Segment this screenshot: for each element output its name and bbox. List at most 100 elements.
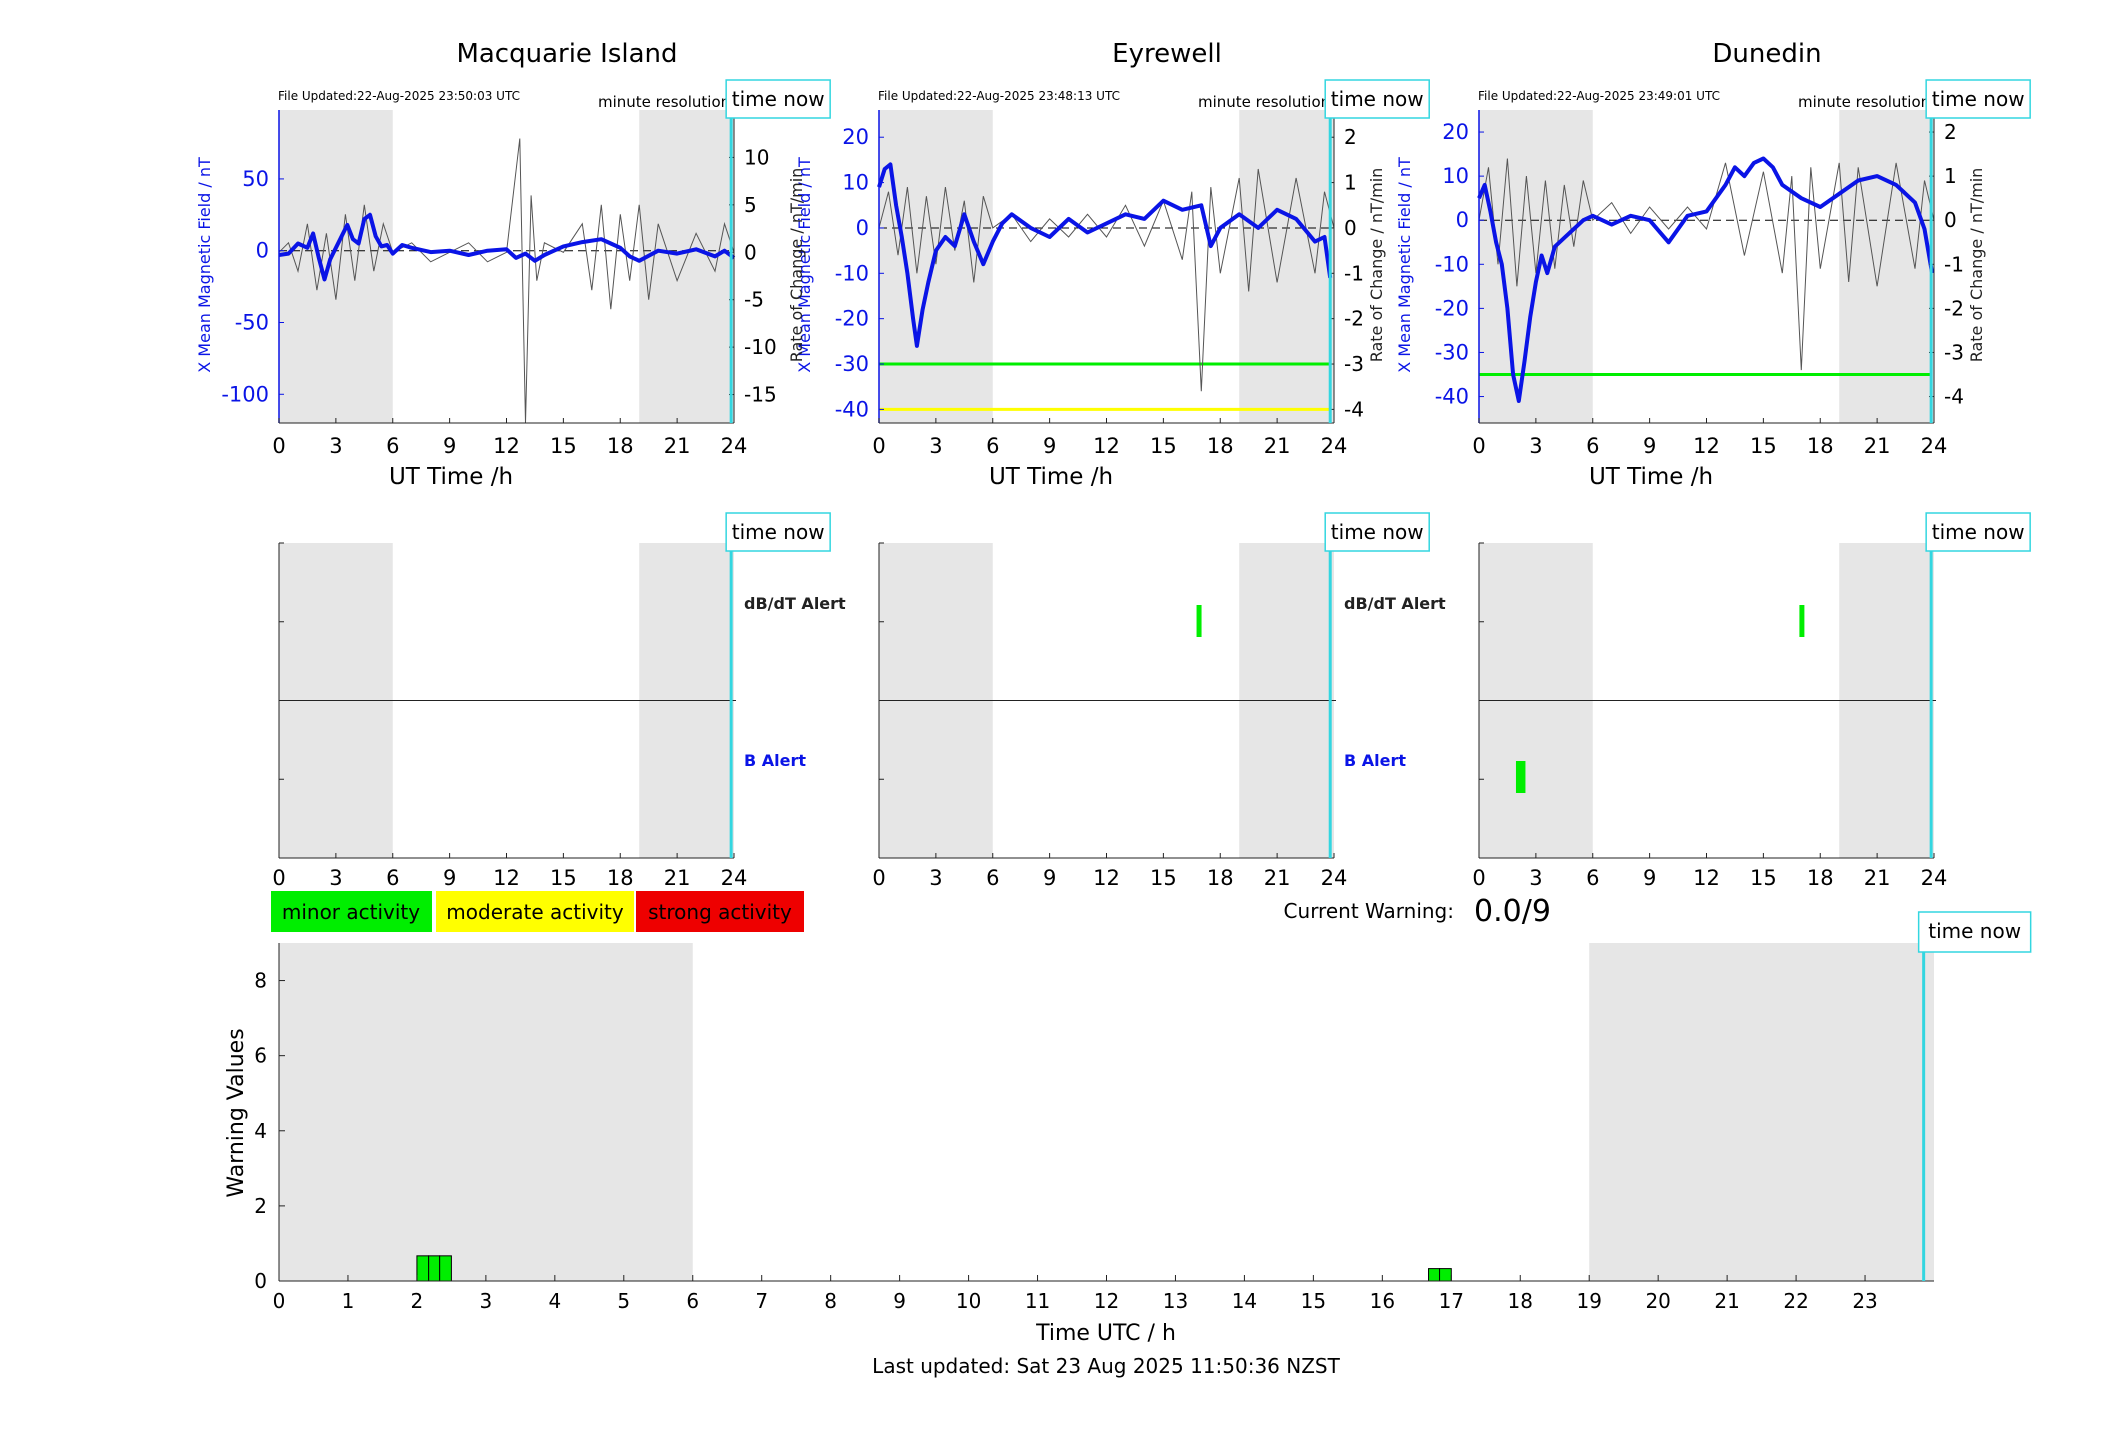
time-now-dunedin-label: time now [1932,87,2025,111]
alert-time-now-macquarie-box [725,512,831,552]
warning-y-tick-label-2: 2 [254,1194,267,1218]
alert-x-tick-label-macquarie-24: 24 [721,866,748,890]
x-tick-label-eyrewell-9: 9 [1043,434,1056,458]
file-updated-macquarie: File Updated:22-Aug-2025 23:50:03 UTC [278,89,520,103]
y-tick-right-label-macquarie-10: 10 [744,145,769,169]
time-now-dunedin-box [1925,79,2031,119]
alert-x-tick-label-macquarie-18: 18 [607,866,634,890]
y-tick-left-label-dunedin-0: 0 [1456,208,1469,232]
warning-x-tick-label-4: 4 [548,1289,561,1313]
warning-x-tick-label-21: 21 [1714,1289,1739,1313]
alert-x-tick-label-eyrewell-3: 3 [929,866,942,890]
legend-minor-swatch [271,891,432,932]
xlabel-warning: Time UTC / h [1035,1321,1176,1346]
alert-x-tick-label-eyrewell-0: 0 [872,866,885,890]
x-tick-label-dunedin-18: 18 [1807,434,1834,458]
warning-x-tick-label-23: 23 [1852,1289,1877,1313]
y-tick-right-label-eyrewell-1: 1 [1344,171,1357,195]
warning-x-tick-label-9: 9 [893,1289,906,1313]
xlabel-eyrewell: UT Time /h [989,464,1113,490]
ylabel-right-eyrewell: Rate of Change / nT/min [1367,168,1386,363]
x-tick-label-dunedin-15: 15 [1750,434,1777,458]
warning-bar-2 [439,1255,452,1282]
alert-x-tick-label-dunedin-9: 9 [1643,866,1656,890]
ylabel-left-dunedin: X Mean Magnetic Field / nT [1395,157,1414,373]
b-alert-label-eyrewell: B Alert [1344,751,1406,770]
time-now-macquarie-box [725,79,831,119]
night-band-macquarie-1 [639,110,734,423]
y-tick-right-label-macquarie--10: -10 [744,335,777,359]
warning-x-tick-label-22: 22 [1783,1289,1808,1313]
y-tick-left-label-macquarie-0: 0 [256,239,269,263]
x-tick-label-dunedin-12: 12 [1693,434,1720,458]
current-warning-label: Current Warning: [1284,899,1454,923]
y-tick-right-label-eyrewell--1: -1 [1344,261,1364,285]
field-series-macquarie [278,212,736,282]
alert-time-now-eyrewell-label: time now [1331,520,1424,544]
y-tick-left-label-macquarie--50: -50 [235,310,269,334]
y-tick-right-label-eyrewell--2: -2 [1344,307,1364,331]
y-tick-left-label-eyrewell--10: -10 [835,261,869,285]
time-now-eyrewell-box [1324,79,1430,119]
time-now-eyrewell-label: time now [1331,87,1424,111]
warning-x-tick-label-17: 17 [1439,1289,1464,1313]
y-tick-left-label-dunedin-10: 10 [1442,164,1469,188]
xlabel-macquarie: UT Time /h [389,464,513,490]
dbdt-alert-mark-eyrewell-0 [1196,605,1202,637]
alert-time-now-eyrewell-box [1324,512,1430,552]
ylabel-left-eyrewell: X Mean Magnetic Field / nT [795,157,814,373]
y-tick-right-label-eyrewell-0: 0 [1344,216,1357,240]
alert-x-tick-label-dunedin-21: 21 [1864,866,1891,890]
x-tick-label-eyrewell-0: 0 [872,434,885,458]
x-tick-label-dunedin-3: 3 [1529,434,1542,458]
alert-x-tick-label-macquarie-12: 12 [493,866,520,890]
y-tick-right-label-eyrewell-2: 2 [1344,125,1357,149]
y-tick-left-label-dunedin--40: -40 [1435,385,1469,409]
warning-x-tick-label-2: 2 [411,1289,424,1313]
y-tick-right-label-eyrewell--3: -3 [1344,352,1364,376]
x-tick-label-dunedin-0: 0 [1472,434,1485,458]
time-now-macquarie-label: time now [732,87,825,111]
warning-x-tick-label-20: 20 [1645,1289,1670,1313]
y-tick-right-label-dunedin-0: 0 [1944,208,1957,232]
y-tick-right-label-dunedin--1: -1 [1944,252,1964,276]
alert-time-now-dunedin-box [1925,512,2031,552]
warning-bar-4 [1439,1268,1452,1282]
rate-series-macquarie [278,138,735,424]
alert-x-tick-label-eyrewell-15: 15 [1150,866,1177,890]
warning-y-tick-label-0: 0 [254,1269,267,1293]
alert-x-tick-label-eyrewell-21: 21 [1264,866,1291,890]
x-tick-label-macquarie-3: 3 [329,434,342,458]
warning-time-now-label: time now [1928,919,2021,943]
alert-x-tick-label-macquarie-0: 0 [272,866,285,890]
x-tick-label-macquarie-21: 21 [664,434,691,458]
resolution-macquarie: minute resolution [598,93,730,111]
alert-x-tick-label-macquarie-9: 9 [443,866,456,890]
x-tick-label-eyrewell-21: 21 [1264,434,1291,458]
ylabel-warning: Warning Values [224,1028,249,1197]
y-tick-left-label-eyrewell--20: -20 [835,307,869,331]
y-tick-left-label-dunedin--10: -10 [1435,252,1469,276]
x-tick-label-eyrewell-24: 24 [1321,434,1348,458]
warning-y-tick-label-4: 4 [254,1119,267,1143]
warning-x-tick-label-13: 13 [1163,1289,1188,1313]
field-series-eyrewell [877,162,1333,348]
alert-x-tick-label-eyrewell-9: 9 [1043,866,1056,890]
warning-bar-1 [428,1255,441,1282]
alert-x-tick-label-eyrewell-18: 18 [1207,866,1234,890]
x-tick-label-dunedin-21: 21 [1864,434,1891,458]
warning-x-tick-label-10: 10 [956,1289,981,1313]
rate-series-dunedin [1478,158,1935,371]
alert-x-tick-label-dunedin-12: 12 [1693,866,1720,890]
x-tick-label-eyrewell-6: 6 [986,434,999,458]
ylabel-left-macquarie: X Mean Magnetic Field / nT [195,157,214,373]
warning-x-tick-label-12: 12 [1094,1289,1119,1313]
current-warning-value: 0.0/9 [1474,894,1551,929]
y-tick-right-label-macquarie--15: -15 [744,383,777,407]
alert-x-tick-label-dunedin-0: 0 [1472,866,1485,890]
alert-x-tick-label-eyrewell-12: 12 [1093,866,1120,890]
alert-x-tick-label-eyrewell-6: 6 [986,866,999,890]
rate-series-eyrewell [878,168,1335,392]
x-tick-label-eyrewell-18: 18 [1207,434,1234,458]
y-tick-right-label-eyrewell--4: -4 [1344,397,1364,421]
